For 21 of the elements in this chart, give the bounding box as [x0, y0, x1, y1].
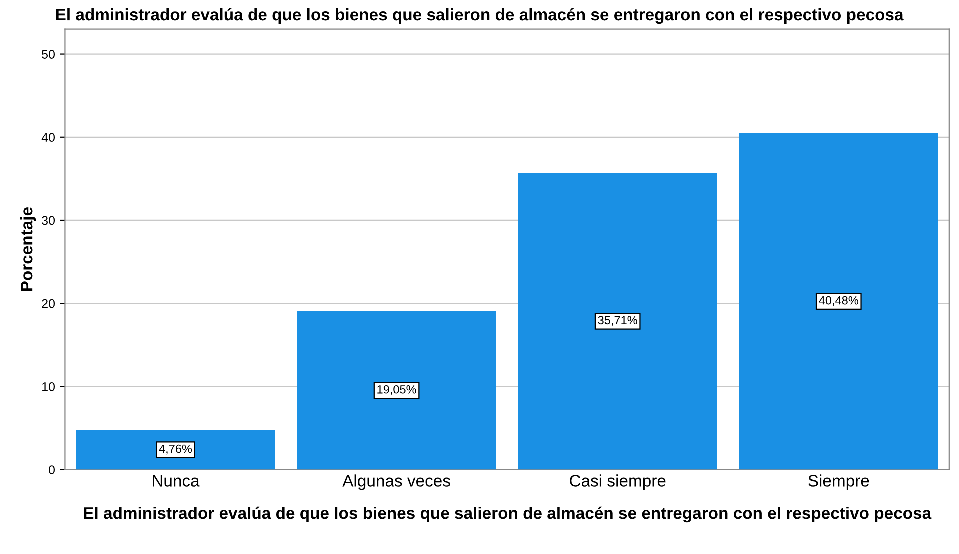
y-tick-label: 0	[49, 466, 55, 474]
bar	[518, 173, 718, 470]
y-axis-title: Porcentaje	[20, 208, 36, 292]
y-tick-label: 10	[42, 382, 55, 392]
bar	[297, 311, 496, 470]
bar	[76, 430, 276, 470]
x-tick-label: Nunca	[153, 475, 200, 487]
x-tick-label: Algunas veces	[342, 474, 450, 490]
chart-title: El administrador evalúa de que los bienes que salieron de almacén se entregaron con el respectivo pecosa	[56, 8, 904, 24]
x-axis-title: El administrador evalúa de que los bienes que salieron de almacén se entregaron con el respectivo pecosa	[84, 506, 932, 523]
data-label: 40,48%	[819, 296, 858, 306]
data-label: 4,76%	[159, 444, 192, 455]
y-tick-label: 20	[42, 299, 55, 308]
data-label: 35,71%	[598, 316, 638, 326]
y-tick-label: 50	[42, 50, 55, 59]
data-label: 19,05%	[378, 385, 416, 396]
y-tick-label: 40	[42, 133, 55, 142]
y-tick-label: 30	[42, 216, 55, 226]
x-tick-label: Casi siempre	[570, 474, 666, 490]
x-tick-label: Siempre	[808, 474, 870, 490]
bar	[739, 133, 938, 470]
